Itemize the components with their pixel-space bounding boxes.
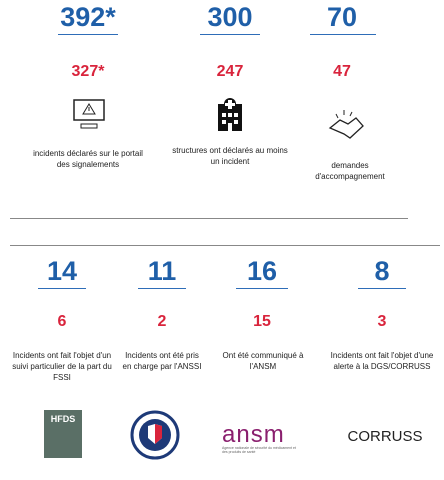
- corruss-logo: CORRUSS: [347, 428, 423, 445]
- subset: 15: [253, 313, 271, 330]
- reported: 327*: [71, 63, 105, 80]
- logo-text: ansm: [222, 421, 285, 448]
- subset: 6: [57, 313, 67, 330]
- subset: 2: [157, 313, 167, 330]
- underline: [358, 288, 406, 289]
- description: Ont été communiqué à l'ANSM: [222, 351, 304, 371]
- total: 11: [147, 256, 177, 286]
- description: Incidents ont fait l'objet d'un suivi pa…: [12, 351, 112, 382]
- underline: [58, 34, 118, 35]
- underline: [38, 288, 86, 289]
- reported: 247: [216, 63, 244, 80]
- total: 8: [374, 256, 390, 286]
- separator: [10, 218, 408, 219]
- hospital-icon: [218, 98, 242, 131]
- total: 70: [326, 2, 358, 32]
- description: structures ont déclarés au moins un inci…: [172, 146, 288, 166]
- underline: [138, 288, 186, 289]
- subset: 3: [377, 313, 387, 330]
- total: 300: [207, 2, 253, 32]
- total: 392*: [60, 2, 116, 32]
- hfds-logo: HFDS: [44, 410, 82, 458]
- underline: [236, 288, 288, 289]
- handshake-icon: [328, 110, 364, 139]
- monitor-icon: [73, 99, 105, 129]
- description: incidents déclarés sur le portail des si…: [33, 149, 143, 169]
- logo-text: HFDS: [50, 414, 76, 424]
- total: 16: [246, 256, 278, 286]
- total: 14: [46, 256, 78, 286]
- ansm-logo: ansm Agence nationale de sécurité du méd…: [222, 421, 312, 455]
- underline: [310, 34, 376, 35]
- description: Incidents ont été pris en charge par l'A…: [122, 351, 202, 371]
- description: demandes d'accompagnement: [315, 161, 385, 181]
- description: Incidents ont fait l'objet d'une alerte …: [330, 351, 434, 371]
- underline: [200, 34, 260, 35]
- reported: 47: [333, 63, 351, 80]
- logo-subtitle: Agence nationale de sécurité du médicame…: [222, 446, 296, 454]
- anssi-logo: [130, 410, 180, 460]
- separator: [10, 245, 440, 246]
